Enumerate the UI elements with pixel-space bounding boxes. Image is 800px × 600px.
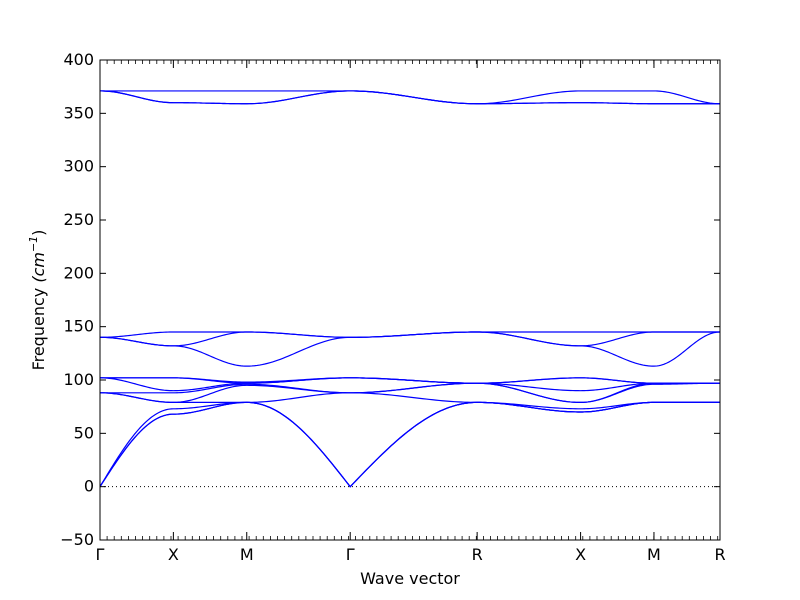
y-axis-title-text: Frequency — [29, 283, 48, 371]
dispersion-branch-9 — [99, 377, 720, 392]
y-axis-title-exponent: −1 — [27, 236, 40, 252]
y-tick-label: 400 — [63, 50, 94, 69]
x-tick-label: R — [714, 545, 725, 564]
x-tick-label: M — [240, 545, 254, 564]
y-tick-label: 50 — [74, 423, 94, 442]
dispersion-branch-3 — [99, 90, 720, 105]
x-tick-label: X — [575, 545, 586, 564]
dispersion-branch-6 — [99, 331, 721, 367]
y-axis-title-unit: (cm — [29, 252, 48, 283]
dispersion-branches — [99, 90, 721, 488]
x-tick-label: X — [168, 545, 179, 564]
dispersion-branch-13 — [99, 401, 720, 488]
x-tick-label: R — [472, 545, 483, 564]
y-axis-title: Frequency (cm−1) — [27, 230, 48, 371]
x-axis-title: Wave vector — [360, 569, 460, 588]
dispersion-branch-5 — [99, 331, 720, 347]
y-tick-label: 250 — [63, 210, 94, 229]
y-tick-label: 350 — [63, 103, 94, 122]
y-tick-label: 0 — [84, 477, 94, 496]
plot-area-frame — [99, 59, 721, 541]
x-tick-label: Γ — [96, 545, 105, 564]
x-tick-label: Γ — [346, 545, 355, 564]
y-tick-label: −50 — [60, 530, 94, 549]
y-axis-title-close: ) — [29, 230, 48, 236]
dispersion-branch-14 — [99, 401, 720, 488]
minor-ticks — [99, 60, 719, 540]
x-tick-label: M — [647, 545, 661, 564]
y-tick-label: 150 — [63, 317, 94, 336]
y-tick-label: 300 — [63, 157, 94, 176]
dispersion-branch-12 — [99, 392, 720, 410]
y-tick-label: 100 — [63, 370, 94, 389]
dispersion-branch-15 — [99, 401, 720, 488]
y-tick-label: 200 — [63, 263, 94, 282]
dispersion-branch-11 — [99, 382, 720, 404]
y-axis-ticks: −50 0 50 100 150 200 250 300 350 400 — [60, 50, 720, 549]
